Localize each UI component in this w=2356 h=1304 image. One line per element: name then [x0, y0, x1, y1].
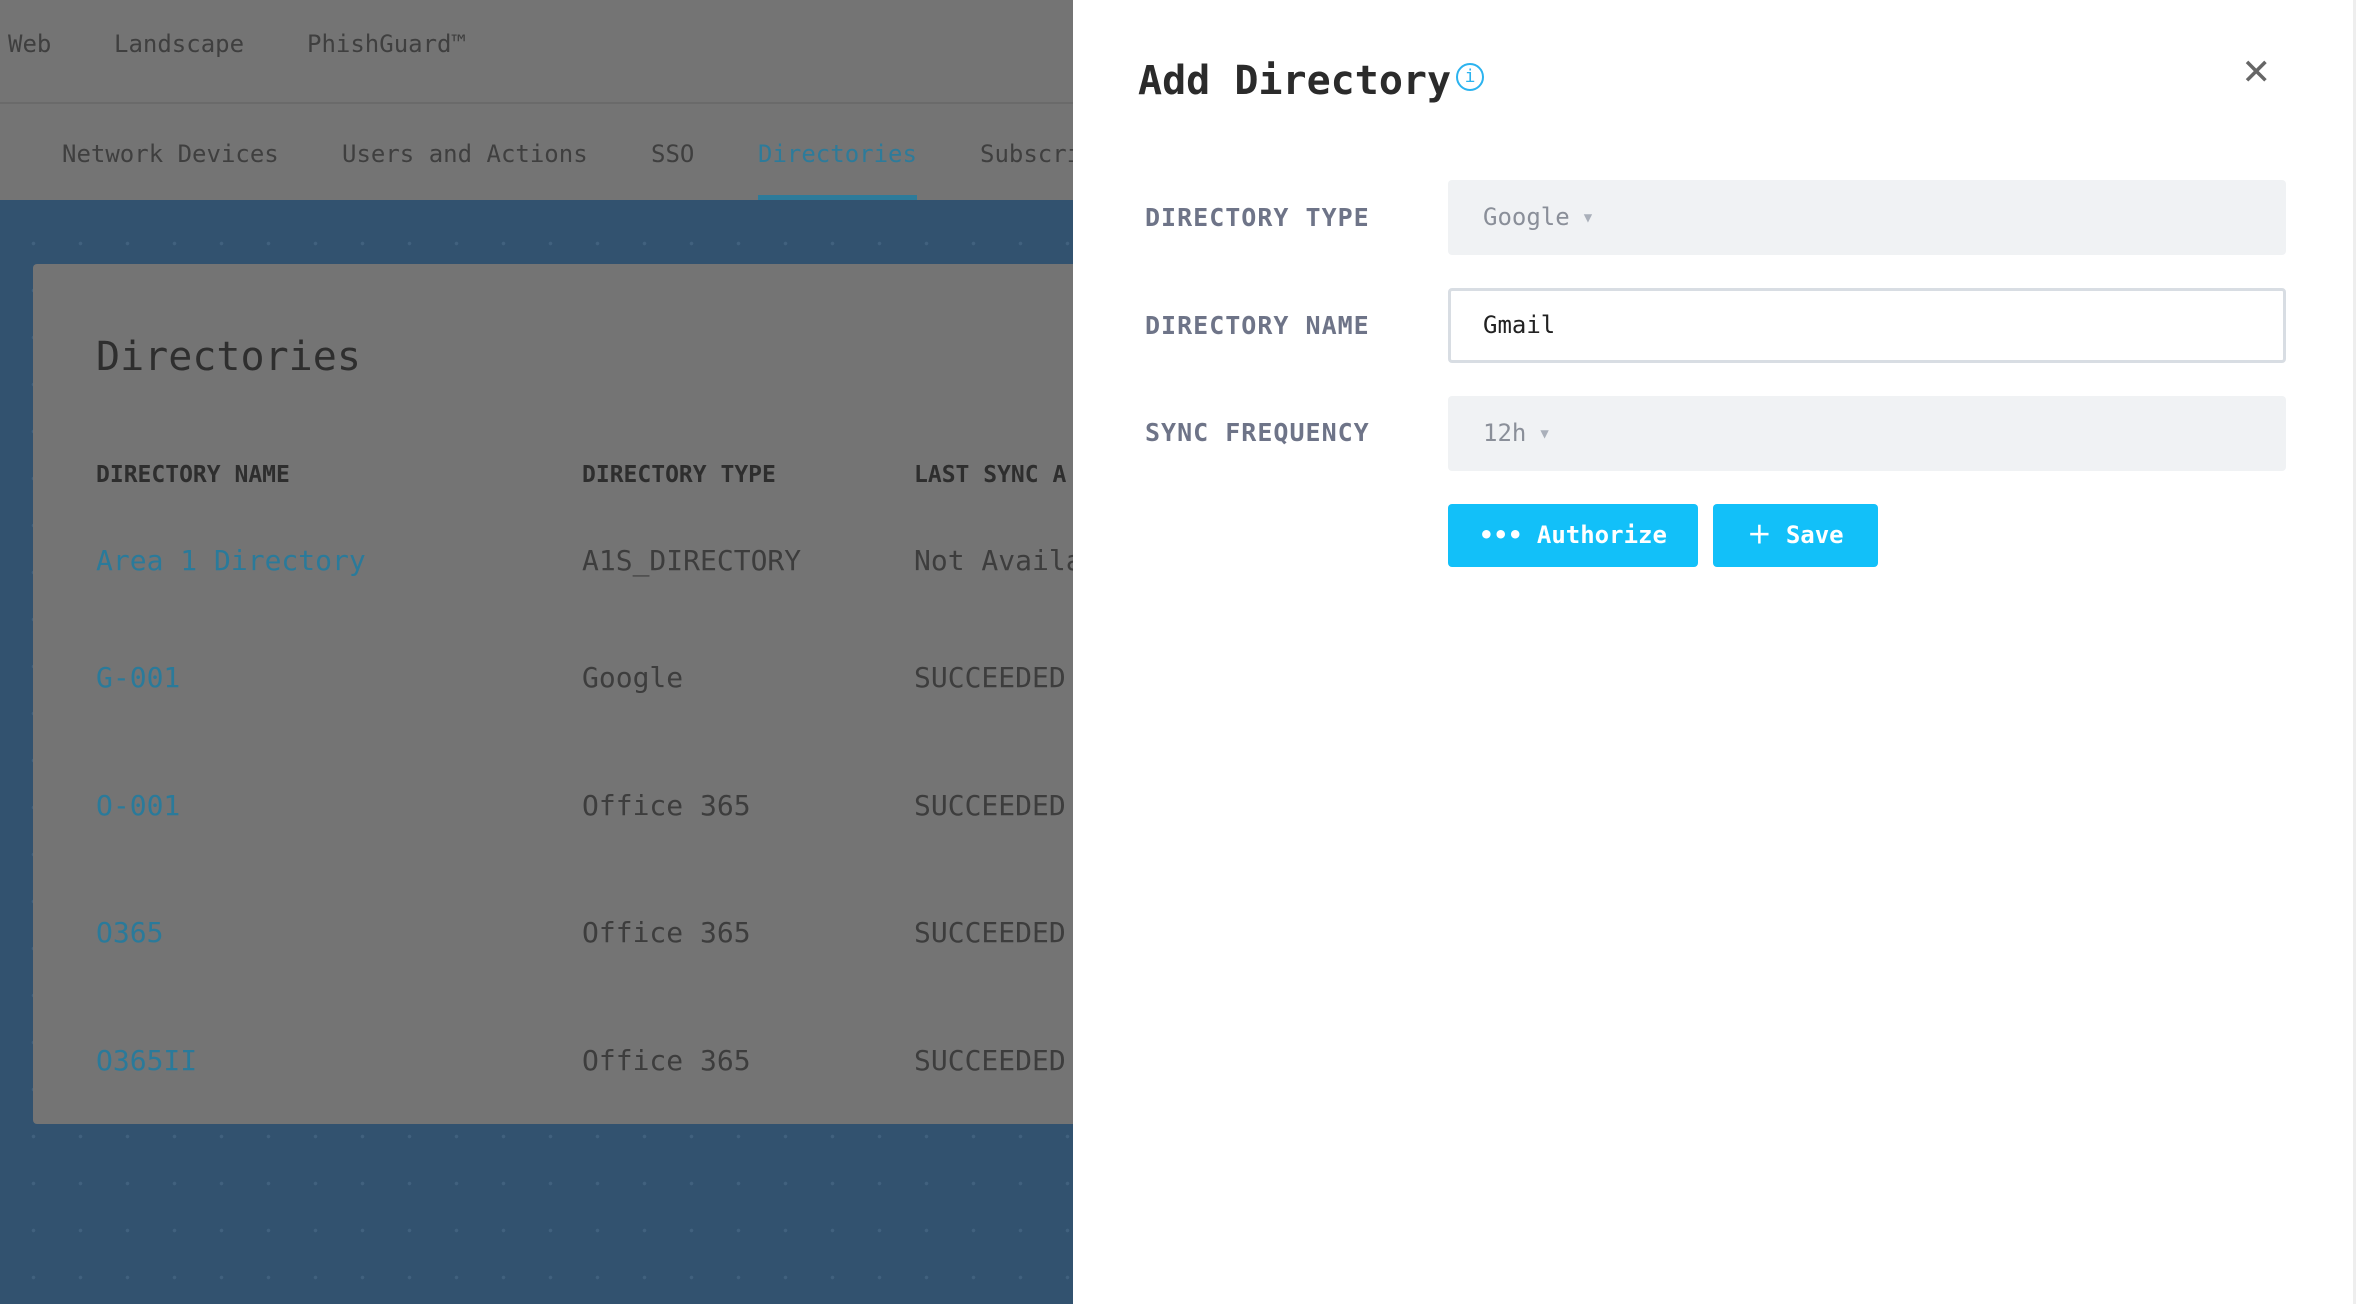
- directories-card: Directories DIRECTORY NAME DIRECTORY TYP…: [33, 264, 1073, 1124]
- directory-link[interactable]: O-001: [96, 789, 181, 822]
- column-header-last-sync: LAST SYNC A: [914, 462, 1067, 488]
- authorize-label: Authorize: [1536, 521, 1667, 549]
- tab-network-devices[interactable]: Network Devices: [62, 140, 279, 168]
- dots-icon: •••: [1479, 521, 1523, 549]
- directory-link[interactable]: Area 1 Directory: [96, 544, 366, 577]
- last-sync: SUCCEEDED: [914, 916, 1066, 949]
- sync-frequency-value: 12h: [1483, 419, 1527, 447]
- add-directory-panel: Add Directory i ✕ DIRECTORY TYPE Google ▼…: [1073, 0, 2356, 1304]
- nav-phishguard[interactable]: PhishGuard™: [307, 30, 466, 58]
- column-header-type: DIRECTORY TYPE: [582, 462, 776, 488]
- tab-users-and-actions[interactable]: Users and Actions: [342, 140, 588, 168]
- card-title: Directories: [96, 334, 361, 380]
- last-sync: SUCCEEDED: [914, 1044, 1066, 1077]
- directory-type: Office 365: [582, 1044, 751, 1077]
- tab-sso[interactable]: SSO: [651, 140, 695, 168]
- last-sync: SUCCEEDED: [914, 661, 1066, 694]
- sync-frequency-label: SYNC FREQUENCY: [1145, 418, 1370, 447]
- caret-down-icon: ▼: [1540, 426, 1549, 442]
- directory-type-select[interactable]: Google ▼: [1448, 180, 2286, 255]
- sync-frequency-select[interactable]: 12h ▼: [1448, 396, 2286, 471]
- save-button[interactable]: ＋ Save: [1713, 504, 1878, 567]
- tab-subscriptions[interactable]: Subscri: [980, 140, 1073, 168]
- close-icon[interactable]: ✕: [2243, 44, 2270, 95]
- directory-type: Office 365: [582, 916, 751, 949]
- nav-landscape[interactable]: Landscape: [114, 30, 245, 58]
- column-header-name: DIRECTORY NAME: [96, 462, 290, 488]
- last-sync: Not Availa: [914, 544, 1073, 577]
- caret-down-icon: ▼: [1583, 210, 1593, 226]
- tab-bar: Network Devices Users and Actions SSO Di…: [0, 104, 1073, 200]
- directory-link[interactable]: O365: [96, 916, 164, 949]
- directory-link[interactable]: O365II: [96, 1044, 198, 1077]
- background-page: Web Landscape PhishGuard™ Network Device…: [0, 0, 1073, 1304]
- directory-type: A1S_DIRECTORY: [582, 544, 802, 577]
- save-label: Save: [1785, 521, 1844, 549]
- plus-icon: ＋: [1747, 521, 1772, 549]
- directory-type: Office 365: [582, 789, 751, 822]
- directory-type: Google: [582, 661, 684, 694]
- nav-web[interactable]: Web: [8, 30, 52, 58]
- panel-title: Add Directory: [1138, 58, 1452, 104]
- directory-type-label: DIRECTORY TYPE: [1145, 203, 1370, 232]
- tab-directories[interactable]: Directories: [758, 140, 917, 200]
- scrollbar[interactable]: [2353, 0, 2356, 1304]
- top-nav: Web Landscape PhishGuard™: [0, 0, 1073, 104]
- directory-link[interactable]: G-001: [96, 661, 181, 694]
- directory-name-input[interactable]: Gmail: [1448, 288, 2286, 363]
- info-icon[interactable]: i: [1456, 63, 1484, 91]
- authorize-button[interactable]: ••• Authorize: [1448, 504, 1698, 567]
- last-sync: SUCCEEDED: [914, 789, 1066, 822]
- directory-type-value: Google: [1483, 203, 1570, 231]
- directory-name-label: DIRECTORY NAME: [1145, 311, 1370, 340]
